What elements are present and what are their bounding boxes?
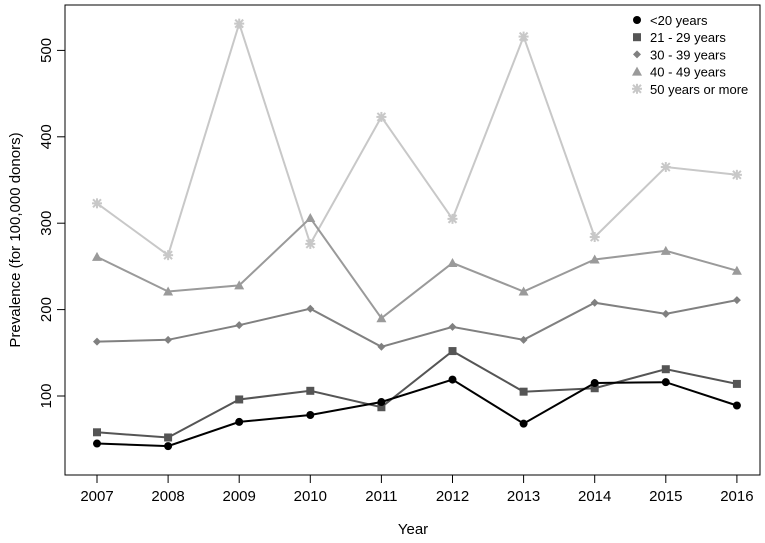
plot-frame [64, 4, 761, 476]
data-point [660, 245, 671, 255]
data-point [661, 309, 670, 318]
legend-marker [633, 33, 641, 42]
data-point [93, 439, 101, 448]
y-tick-label: 400 [38, 124, 55, 149]
series-line [96, 216, 738, 320]
x-tick-label: 2016 [720, 488, 753, 505]
data-point [590, 384, 599, 393]
legend-marker [633, 16, 641, 24]
x-axis-title: Year [398, 521, 428, 538]
data-point [447, 213, 458, 224]
data-point [590, 379, 599, 388]
data-point [661, 365, 670, 374]
data-point [306, 411, 315, 420]
legend-marker [632, 83, 642, 94]
data-point [518, 286, 529, 296]
data-point [519, 419, 528, 428]
legend-label: <20 years [650, 13, 708, 28]
data-point [519, 335, 528, 344]
legend-marker [632, 66, 642, 76]
legend-label: 50 years or more [650, 82, 748, 97]
data-point [447, 257, 458, 267]
series-line [96, 378, 738, 448]
x-tick-label: 2013 [507, 488, 540, 505]
data-point [93, 337, 101, 346]
series [93, 296, 741, 351]
data-point [164, 335, 173, 344]
x-tick-label: 2014 [578, 488, 611, 505]
data-point [731, 169, 742, 180]
series-layer [92, 18, 742, 451]
data-point [163, 286, 174, 296]
series [93, 347, 741, 442]
data-point [305, 213, 316, 223]
data-point [306, 304, 315, 313]
x-tick-label: 2010 [294, 488, 327, 505]
y-tick-label: 100 [38, 383, 55, 408]
y-tick-label: 200 [38, 297, 55, 322]
data-point [590, 298, 599, 307]
data-point [377, 398, 386, 407]
series [92, 18, 742, 261]
data-point [92, 251, 102, 261]
x-tick-label: 2012 [436, 488, 469, 505]
data-point [305, 238, 316, 249]
series-line [96, 299, 738, 348]
data-point [519, 387, 528, 396]
y-tick-label: 500 [38, 38, 55, 63]
data-point [376, 313, 387, 323]
data-point [164, 433, 173, 442]
data-point [377, 403, 386, 412]
data-point [589, 254, 600, 264]
data-point [235, 321, 244, 330]
data-point [234, 18, 245, 29]
data-point [234, 280, 245, 290]
data-point [93, 428, 101, 437]
x-tick-label: 2007 [80, 488, 113, 505]
data-point [377, 342, 386, 351]
data-point [661, 378, 670, 387]
series-line [96, 349, 738, 439]
x-tick-label: 2015 [649, 488, 682, 505]
legend-label: 40 - 49 years [650, 65, 726, 80]
data-point [732, 401, 741, 410]
series [93, 375, 741, 451]
series-line [96, 20, 738, 257]
data-point [660, 162, 671, 173]
data-point [589, 232, 600, 243]
x-tick-label: 2009 [223, 488, 256, 505]
data-point [92, 198, 102, 209]
data-point [731, 265, 742, 275]
data-point [306, 386, 315, 395]
data-point [376, 111, 387, 122]
data-point [732, 296, 741, 305]
data-point [448, 375, 457, 384]
data-point [163, 250, 174, 261]
y-axis: 100 200 300 400 500 [38, 38, 65, 409]
legend-label: 21 - 29 years [650, 30, 726, 45]
data-point [518, 31, 529, 42]
data-point [235, 417, 244, 426]
data-point [235, 395, 244, 404]
y-tick-label: 300 [38, 211, 55, 236]
series [92, 213, 742, 323]
y-axis-title: Prevalence (for 100,000 donors) [7, 132, 24, 347]
x-tick-label: 2008 [151, 488, 184, 505]
legend-label: 30 - 39 years [650, 47, 726, 62]
legend-marker [633, 50, 641, 59]
x-axis: 2007 2008 2009 2010 2011 2012 2013 2014 2015 2016 [80, 475, 754, 505]
legend: <20 years 21 - 29 years 30 - 39 years 40 - … [632, 13, 748, 97]
data-point [448, 322, 457, 331]
data-point [732, 379, 741, 388]
data-point [164, 442, 173, 451]
x-tick-label: 2011 [365, 488, 397, 505]
data-point [448, 347, 457, 356]
